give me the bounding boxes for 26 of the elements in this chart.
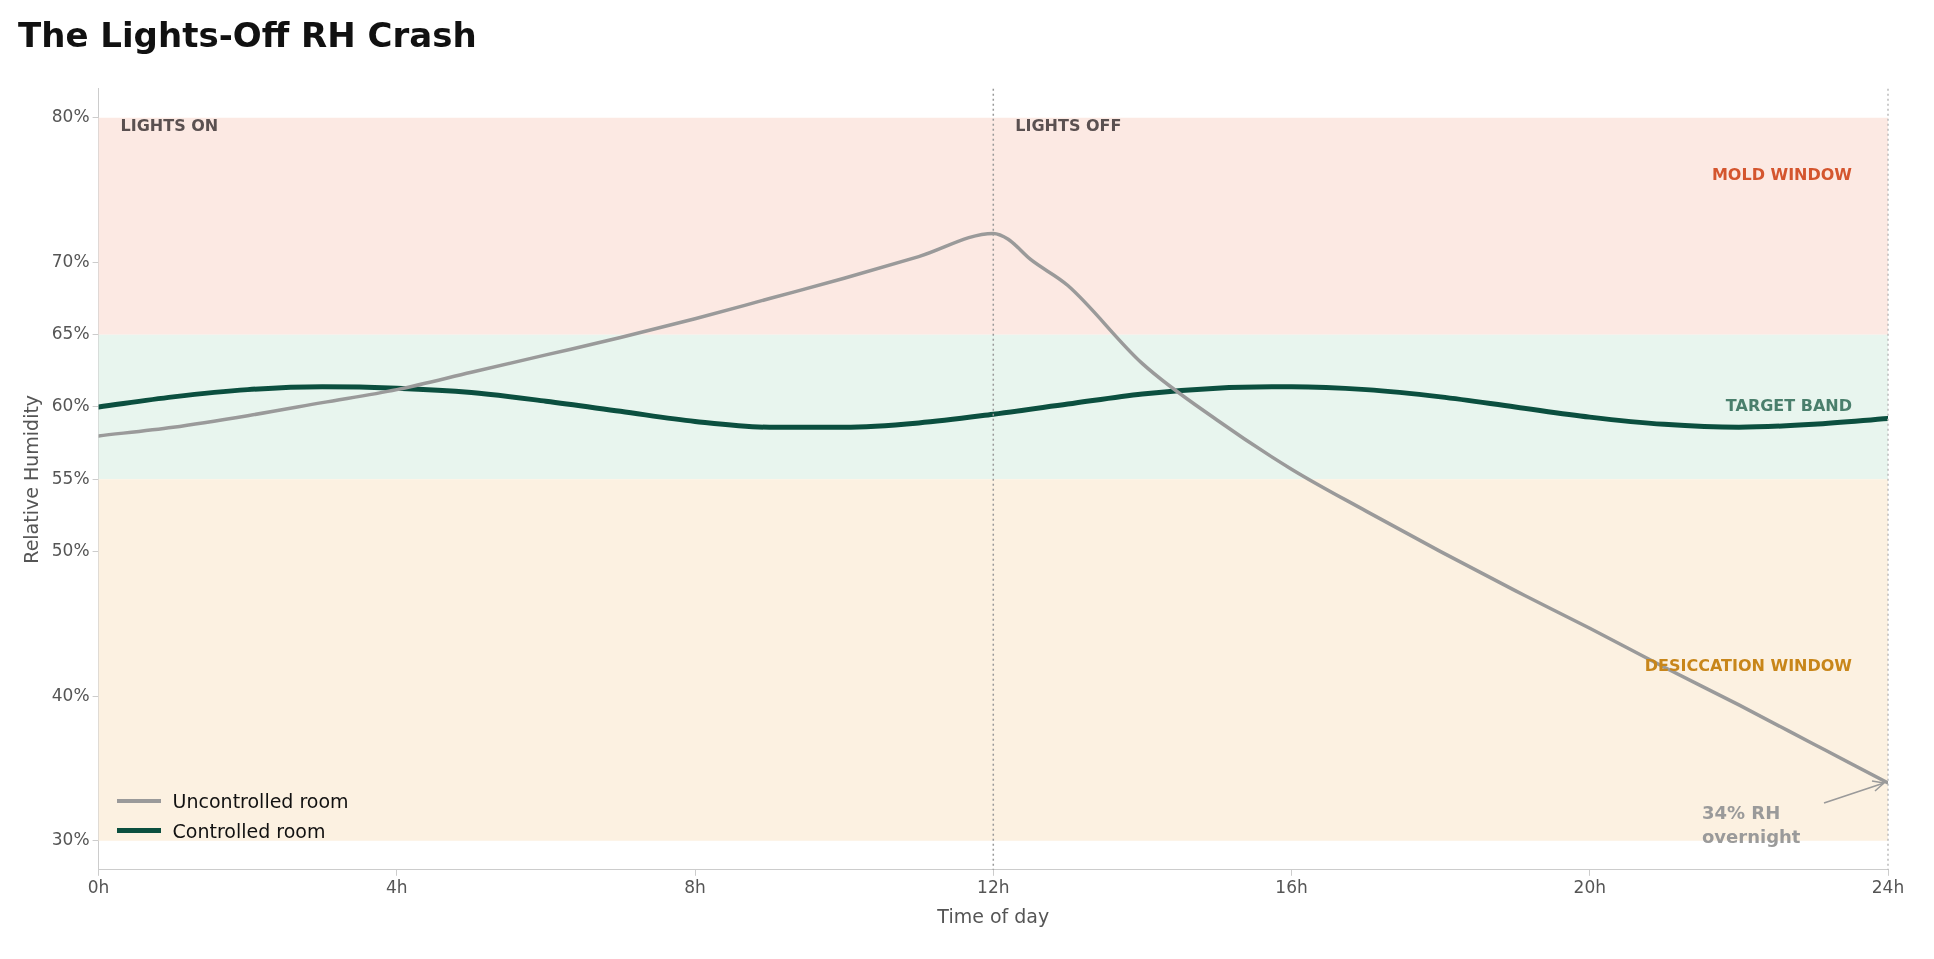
y-tick-label: 55% — [51, 467, 90, 488]
x-tick-label: 16h — [1275, 877, 1308, 898]
annotation: 34% RH overnight — [1702, 801, 1801, 847]
band-label: TARGET BAND — [1725, 396, 1852, 416]
x-axis-title: Time of day — [936, 904, 1050, 927]
x-tick-label: 8h — [684, 877, 706, 898]
legend-label: Uncontrolled room — [172, 789, 349, 812]
band-label: MOLD WINDOW — [1711, 165, 1853, 185]
y-axis-title: Relative Humidity — [20, 394, 43, 564]
y-tick-label: 80% — [51, 106, 90, 127]
y-tick-label: 50% — [51, 540, 90, 561]
y-tick-label: 70% — [51, 250, 90, 271]
y-tick-label: 40% — [51, 684, 90, 705]
y-tick-label: 60% — [51, 395, 90, 416]
x-tick-label: 0h — [87, 877, 110, 898]
legend-label: Controlled room — [172, 819, 326, 842]
chart-title: The Lights-Off RH Crash — [18, 15, 477, 56]
ref-line-label: LIGHTS OFF — [1015, 115, 1122, 135]
annotation: LIGHTS ON — [120, 115, 219, 135]
x-tick-label: 4h — [386, 877, 408, 898]
x-tick-label: 20h — [1573, 877, 1606, 898]
y-tick-label: 30% — [51, 829, 90, 850]
y-tick-label: 65% — [51, 323, 90, 344]
x-tick-label: 12h — [977, 877, 1010, 898]
band-label: DESICCATION WINDOW — [1644, 656, 1853, 676]
x-tick-label: 24h — [1871, 877, 1905, 898]
